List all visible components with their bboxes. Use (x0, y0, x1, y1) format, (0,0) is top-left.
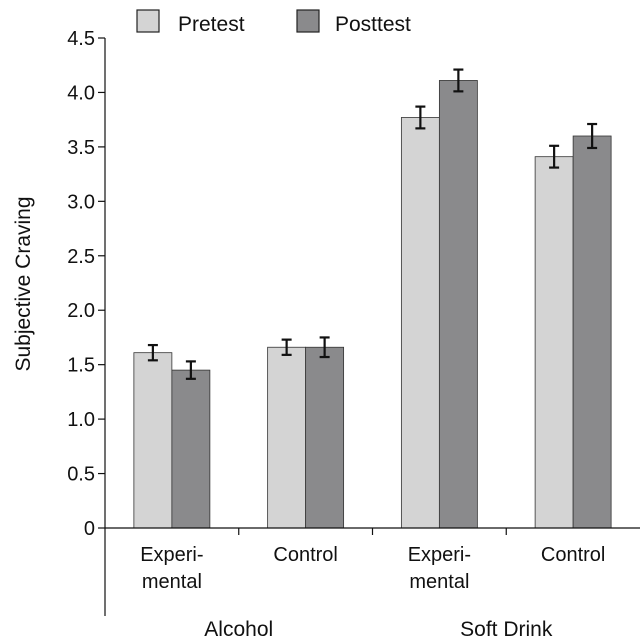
bar-posttest (305, 346, 345, 529)
y-tick-label: 0 (84, 518, 95, 540)
x-tick-label: Control (273, 544, 337, 566)
y-tick-label: 1.0 (67, 409, 95, 431)
y-tick-label: 4.5 (67, 28, 95, 50)
group-label: Soft Drink (460, 618, 553, 641)
bar-pretest (534, 156, 574, 529)
bars (133, 80, 612, 529)
x-tick-label: mental (142, 571, 202, 593)
x-tick-label: Experi- (140, 544, 203, 566)
x-tick-label: mental (409, 571, 469, 593)
legend-swatch-pretest (136, 9, 160, 33)
x-tick-label: Experi- (408, 544, 471, 566)
y-tick-label: 2.5 (67, 246, 95, 268)
bar-pretest (133, 352, 173, 529)
bar-posttest (438, 80, 478, 529)
bar-pretest (400, 117, 440, 529)
y-tick-label: 0.5 (67, 464, 95, 486)
y-tick-label: 4.0 (67, 82, 95, 104)
legend-swatch-posttest (296, 9, 320, 33)
y-tick-label: 3.5 (67, 137, 95, 159)
legend: Pretest Posttest (136, 9, 411, 36)
x-axis: Experi-mental Control Alcohol Experi-mental… (105, 527, 640, 641)
legend-label-posttest: Posttest (335, 13, 411, 36)
y-tick-label: 1.5 (67, 355, 95, 377)
legend-label-pretest: Pretest (178, 13, 245, 36)
bar-posttest (171, 369, 211, 529)
bar-posttest (572, 135, 612, 529)
group-label: Alcohol (204, 618, 273, 641)
y-tick-label: 3.0 (67, 191, 95, 213)
x-tick-label: Control (541, 544, 605, 566)
bar-pretest (267, 346, 307, 529)
y-tick-label: 2.0 (67, 300, 95, 322)
y-axis-label: Subjective Craving (12, 196, 35, 371)
y-axis: 0 0.5 1.0 1.5 2.0 2.5 3.0 3.5 4.0 4.5 (67, 28, 106, 616)
error-bars (147, 68, 598, 380)
